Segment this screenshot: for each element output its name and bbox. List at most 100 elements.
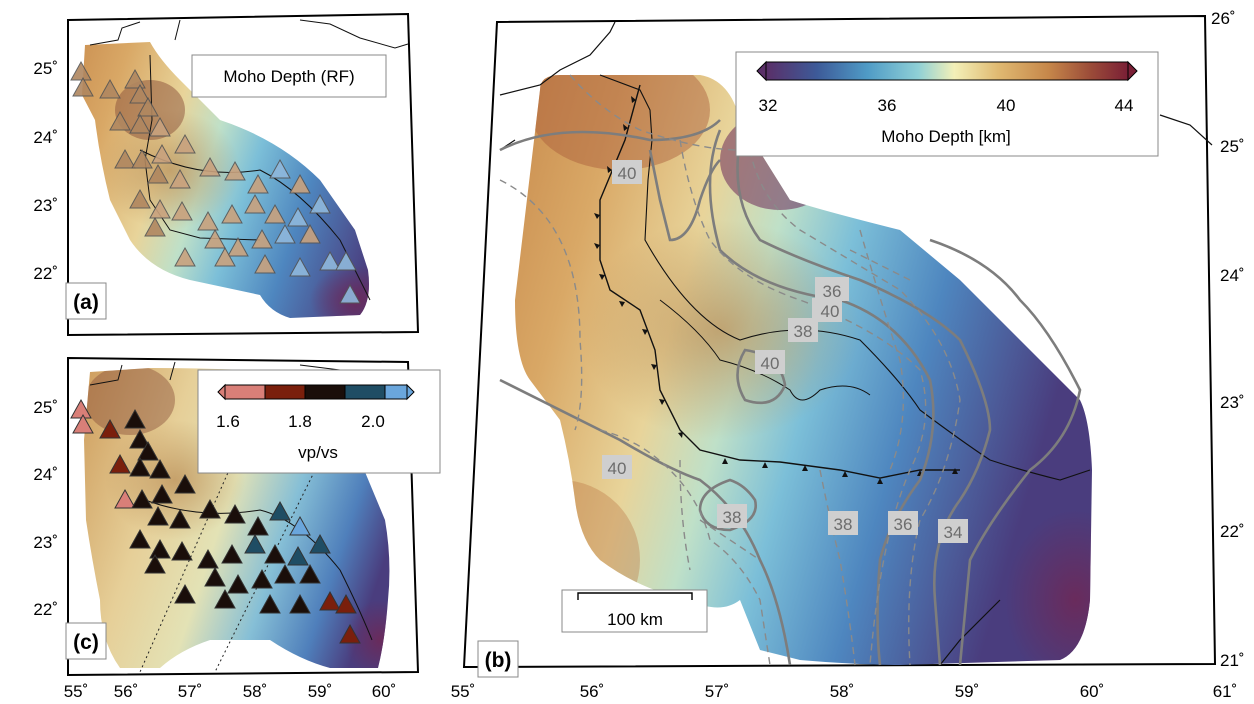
station-marker (137, 96, 159, 117)
panel-a-coastline-north (89, 19, 409, 49)
panel-b: 40 40 40 40 38 38 38 36 36 34 32 36 40 4… (451, 9, 1245, 701)
station-marker (72, 413, 94, 434)
panel-a-stations (70, 60, 361, 304)
contour-label: 40 (618, 164, 637, 183)
panel-c-lat-tick: 23˚ (33, 533, 58, 552)
station-marker (274, 563, 296, 584)
station-marker (227, 236, 249, 257)
panel-a-lat-tick: 24˚ (33, 128, 58, 147)
panel-a-lat-tick: 22˚ (33, 264, 58, 283)
station-marker (289, 173, 311, 194)
contour-label: 36 (894, 515, 913, 534)
panel-b-scalebar (577, 592, 693, 600)
panel-a-label: (a) (73, 291, 99, 314)
panel-c-lat-tick: 25˚ (33, 398, 58, 417)
panel-b-lon-tick: 61˚ (1213, 682, 1238, 701)
station-marker (171, 200, 193, 221)
station-marker (224, 160, 246, 181)
station-marker (144, 553, 166, 574)
panel-a: Moho Depth (RF) (a) 25˚ 24˚ 23˚ 22˚ (33, 12, 420, 337)
station-marker (251, 228, 273, 249)
panel-b-lat-tick: 21˚ (1220, 651, 1245, 670)
panel-c-lat-tick: 24˚ (33, 465, 58, 484)
station-marker (131, 488, 153, 509)
station-marker (299, 563, 321, 584)
station-marker (174, 246, 196, 267)
station-marker (151, 483, 173, 504)
station-marker (335, 250, 357, 271)
panel-b-lon-tick: 57˚ (705, 682, 730, 701)
station-marker (227, 573, 249, 594)
panel-c-label: (c) (73, 631, 99, 654)
panel-c-lon-tick: 58˚ (243, 682, 268, 701)
contour-label: 40 (761, 354, 780, 373)
station-marker (204, 228, 226, 249)
panel-c-lon-tick: 59˚ (308, 682, 333, 701)
panel-b-thrust-fault (599, 84, 960, 479)
station-marker (221, 203, 243, 224)
panel-c: 1.6 1.8 2.0 vp/vs (c) 25˚ 24˚ 23˚ 22˚ 55… (33, 356, 441, 701)
panel-b-colorbar-tick: 32 (759, 96, 778, 115)
station-marker (144, 216, 166, 237)
panel-a-lat-axis: 25˚ 24˚ 23˚ 22˚ (33, 59, 58, 283)
station-marker (204, 566, 226, 587)
panel-b-lon-tick: 55˚ (451, 682, 476, 701)
panel-b-colorbar-label: Moho Depth [km] (881, 127, 1010, 146)
station-marker (309, 533, 331, 554)
station-marker (244, 193, 266, 214)
station-marker (149, 458, 171, 479)
panel-c-lon-tick: 56˚ (114, 682, 139, 701)
panel-c-coastline (144, 499, 373, 641)
panel-b-coastline-inner (659, 299, 871, 401)
contour-label: 38 (834, 515, 853, 534)
contour-label: 40 (608, 459, 627, 478)
contour-label: 38 (794, 322, 813, 341)
station-marker (109, 453, 131, 474)
station-marker (114, 148, 136, 169)
station-marker (174, 133, 196, 154)
station-marker (129, 113, 151, 134)
station-marker (289, 256, 311, 277)
station-marker (149, 116, 171, 137)
panel-c-label-box (65, 622, 107, 660)
station-marker (247, 515, 269, 536)
station-marker (151, 143, 173, 164)
station-marker (247, 173, 269, 194)
panel-c-colorbar-tick: 1.6 (216, 412, 240, 431)
station-marker (99, 418, 121, 439)
panel-c-colorbar-label: vp/vs (298, 443, 338, 462)
panel-b-lat-tick: 22˚ (1220, 522, 1245, 541)
panel-c-lon-tick: 55˚ (64, 682, 89, 701)
station-marker (174, 473, 196, 494)
station-marker (70, 60, 92, 81)
station-marker (259, 593, 281, 614)
contour-label: 38 (723, 508, 742, 527)
panel-b-coastline (599, 74, 1091, 481)
station-marker (197, 210, 219, 231)
station-marker (274, 223, 296, 244)
panel-c-colorbar (217, 383, 415, 401)
station-marker (114, 488, 136, 509)
station-marker (289, 515, 311, 536)
station-marker (124, 408, 146, 429)
panel-c-lon-tick: 60˚ (372, 682, 397, 701)
panel-c-lat-axis: 25˚ 24˚ 23˚ 22˚ (33, 398, 58, 619)
panel-a-title: Moho Depth (RF) (223, 67, 354, 86)
panel-b-contours-major (499, 119, 1082, 666)
station-marker (309, 193, 331, 214)
station-marker (299, 223, 321, 244)
station-marker (129, 528, 151, 549)
panel-b-colorbar-tick: 40 (997, 96, 1016, 115)
station-marker (129, 83, 151, 104)
panel-c-stations (70, 398, 361, 644)
station-marker (251, 568, 273, 589)
station-marker (197, 548, 219, 569)
panel-a-lat-tick: 25˚ (33, 59, 58, 78)
station-marker (124, 68, 146, 89)
station-marker (214, 588, 236, 609)
station-marker (264, 203, 286, 224)
contour-label: 36 (823, 282, 842, 301)
station-marker (174, 583, 196, 604)
station-marker (269, 500, 291, 521)
